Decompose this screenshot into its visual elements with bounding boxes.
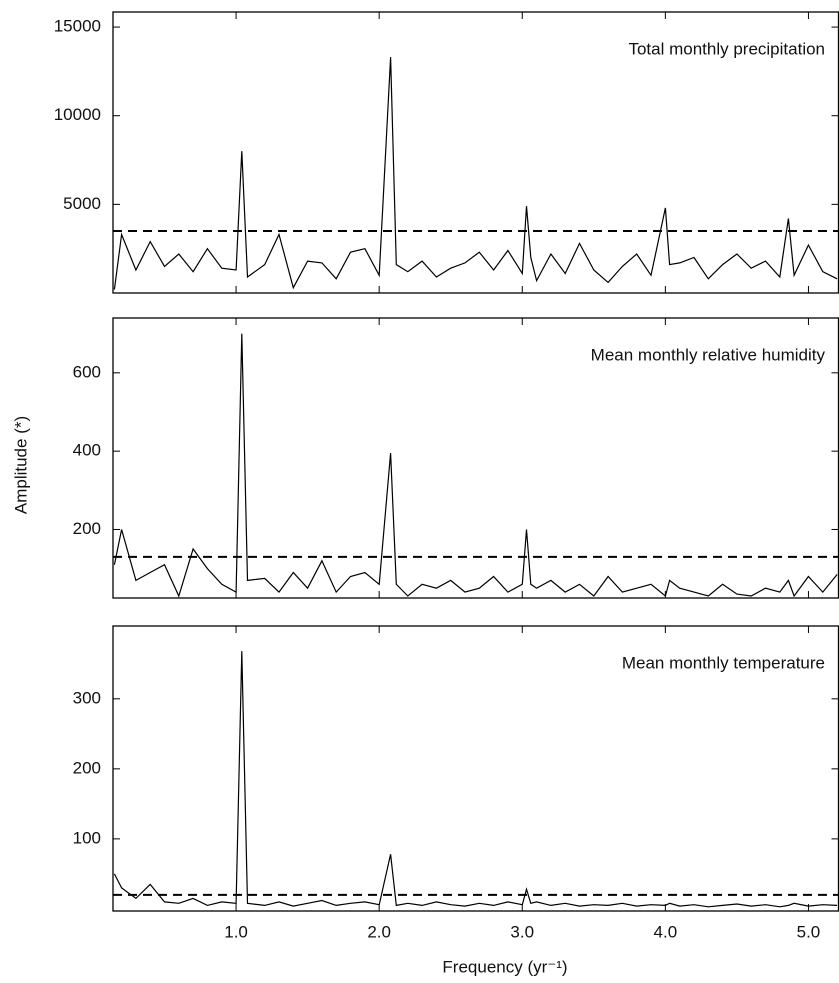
y-tick-label: 400	[73, 441, 101, 460]
y-tick-label: 15000	[54, 17, 101, 36]
panel-title: Mean monthly temperature	[622, 653, 825, 672]
y-tick-label: 300	[73, 688, 101, 707]
data-line	[113, 333, 838, 598]
y-tick-label: 5000	[63, 194, 101, 213]
x-tick-label: 1.0	[224, 922, 248, 941]
y-axis-label: Amplitude (*)	[11, 416, 30, 514]
y-tick-label: 200	[73, 758, 101, 777]
x-axis-label: Frequency (yr⁻¹)	[442, 957, 567, 976]
y-tick-label: 600	[73, 362, 101, 381]
x-tick-label: 5.0	[797, 922, 821, 941]
x-tick-label: 3.0	[510, 922, 534, 941]
data-line	[113, 651, 838, 908]
panel-title: Total monthly precipitation	[628, 39, 825, 58]
y-tick-label: 10000	[54, 105, 101, 124]
y-tick-label: 200	[73, 519, 101, 538]
x-tick-label: 4.0	[654, 922, 678, 941]
panel-title: Mean monthly relative humidity	[591, 345, 826, 364]
data-line	[113, 57, 838, 290]
x-tick-label: 2.0	[367, 922, 391, 941]
y-tick-label: 100	[73, 828, 101, 847]
